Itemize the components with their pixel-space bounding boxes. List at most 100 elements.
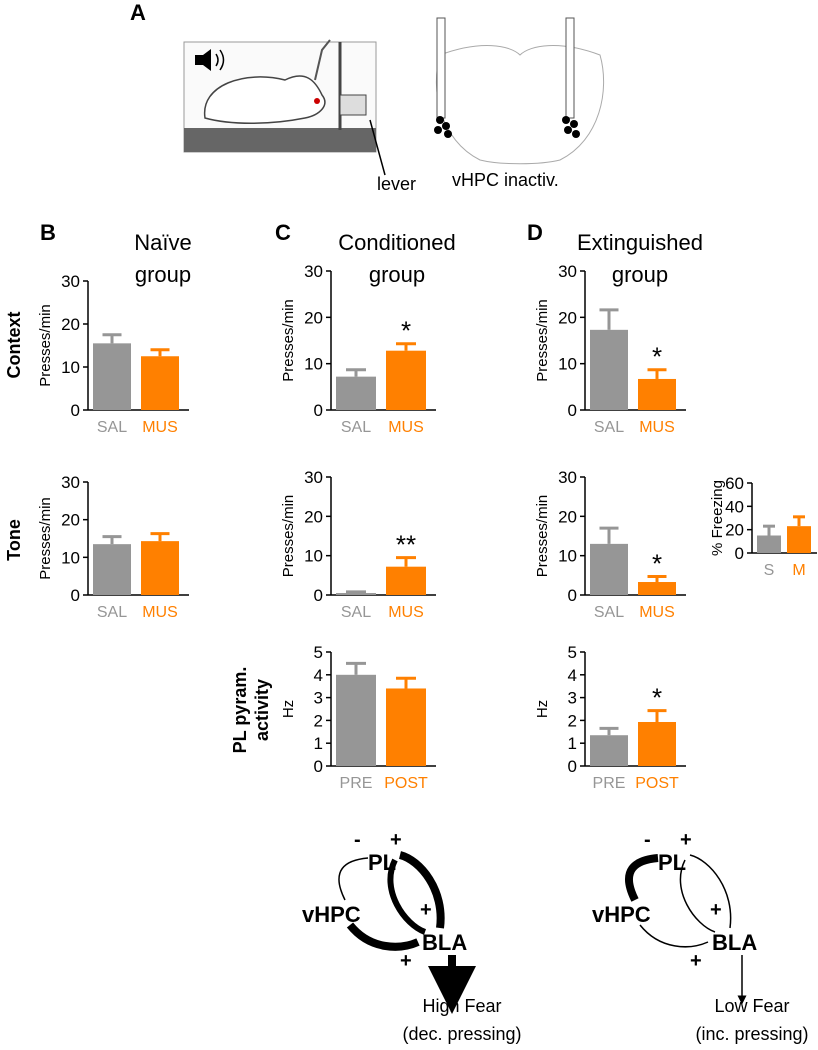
diagram-outcome: (inc. pressing) <box>695 1024 808 1044</box>
y-axis-label: Presses/min <box>280 495 297 578</box>
significance-marker: * <box>401 316 411 346</box>
y-tick-label: 5 <box>568 643 577 662</box>
significance-marker: * <box>652 342 662 372</box>
panel-letter: C <box>275 220 291 245</box>
row-label: PL pyram. <box>230 667 250 754</box>
y-axis-label: Presses/min <box>37 497 54 580</box>
y-axis-label: Presses/min <box>37 304 54 387</box>
bar <box>757 535 781 553</box>
significance-marker: ** <box>396 530 416 560</box>
bar <box>141 356 179 410</box>
y-tick-label: 20 <box>304 308 323 327</box>
y-tick-label: 10 <box>558 547 577 566</box>
category-label: MUS <box>639 419 675 436</box>
y-tick-label: 2 <box>568 711 577 730</box>
category-label: MUS <box>142 419 178 436</box>
y-axis-label: Presses/min <box>534 495 551 578</box>
y-tick-label: 0 <box>71 401 80 420</box>
y-tick-label: 0 <box>568 757 577 776</box>
category-label: PRE <box>340 775 373 792</box>
circuit-diagram <box>338 851 747 1014</box>
y-tick-label: 30 <box>558 262 577 281</box>
y-tick-label: 30 <box>558 468 577 487</box>
y-tick-label: 20 <box>61 315 80 334</box>
y-tick-label: 10 <box>61 358 80 377</box>
row-label: Tone <box>4 519 24 561</box>
y-tick-label: 3 <box>568 689 577 708</box>
y-tick-label: 0 <box>568 401 577 420</box>
y-tick-label: 1 <box>568 734 577 753</box>
category-label: SAL <box>594 604 624 621</box>
y-tick-label: 30 <box>61 272 80 291</box>
bar <box>336 593 376 595</box>
y-tick-label: 0 <box>314 401 323 420</box>
diagram-outcome: (dec. pressing) <box>402 1024 521 1044</box>
diagram-sign: + <box>420 899 432 921</box>
bar <box>336 376 376 410</box>
y-tick-label: 30 <box>304 468 323 487</box>
category-label: M <box>792 562 805 579</box>
panel-letter: D <box>527 220 543 245</box>
diagram-sign: - <box>354 829 361 851</box>
category-label: SAL <box>97 604 127 621</box>
y-tick-label: 2 <box>314 711 323 730</box>
y-tick-label: 30 <box>304 262 323 281</box>
diagram-outcome: Low Fear <box>714 996 789 1016</box>
panel-letter: B <box>40 220 56 245</box>
column-title: group <box>135 262 191 287</box>
y-tick-label: 0 <box>71 586 80 605</box>
significance-marker: * <box>652 683 662 713</box>
y-tick-label: 20 <box>725 521 744 540</box>
bar <box>141 541 179 595</box>
diagram-node: BLA <box>712 930 757 955</box>
column-title: group <box>369 262 425 287</box>
panel-letter: A <box>130 0 146 25</box>
y-axis-label: % Freezing <box>709 480 726 556</box>
bar <box>336 674 376 766</box>
significance-marker: * <box>652 549 662 579</box>
y-tick-label: 10 <box>304 355 323 374</box>
bar <box>638 378 676 410</box>
y-tick-label: 20 <box>61 511 80 530</box>
y-axis-label: Hz <box>280 700 297 718</box>
y-tick-label: 0 <box>314 757 323 776</box>
diagram-node: vHPC <box>302 902 361 927</box>
y-tick-label: 4 <box>568 666 577 685</box>
category-label: SAL <box>594 419 624 436</box>
row-label: activity <box>252 679 272 741</box>
illustration-label: lever <box>377 174 416 194</box>
category-label: POST <box>384 775 428 792</box>
y-tick-label: 0 <box>568 586 577 605</box>
y-tick-label: 40 <box>725 497 744 516</box>
bar <box>590 543 628 595</box>
y-axis-label: Presses/min <box>534 299 551 382</box>
diagram-node: PL <box>658 850 686 875</box>
diagram-node: vHPC <box>592 902 651 927</box>
bar <box>386 688 426 766</box>
category-label: SAL <box>341 604 371 621</box>
column-title: Conditioned <box>338 230 455 255</box>
diagram-outcome: High Fear <box>422 996 501 1016</box>
diagram-sign: + <box>400 950 412 972</box>
diagram-sign: - <box>644 829 651 851</box>
category-label: POST <box>635 775 679 792</box>
category-label: MUS <box>388 419 424 436</box>
y-axis-label: Presses/min <box>280 299 297 382</box>
bar <box>787 526 811 553</box>
category-label: S <box>764 562 775 579</box>
category-label: MUS <box>142 604 178 621</box>
y-tick-label: 20 <box>558 308 577 327</box>
column-title: Naïve <box>134 230 191 255</box>
column-title: Extinguished <box>577 230 703 255</box>
bar <box>590 329 628 410</box>
bar <box>590 735 628 766</box>
bar <box>638 582 676 595</box>
panel-a-illustration: A lever vHPC inactiv. <box>130 0 605 194</box>
diagram-sign: + <box>690 950 702 972</box>
diagram-sign: + <box>390 829 402 851</box>
category-label: MUS <box>639 604 675 621</box>
diagram-sign: + <box>710 899 722 921</box>
y-tick-label: 10 <box>558 355 577 374</box>
